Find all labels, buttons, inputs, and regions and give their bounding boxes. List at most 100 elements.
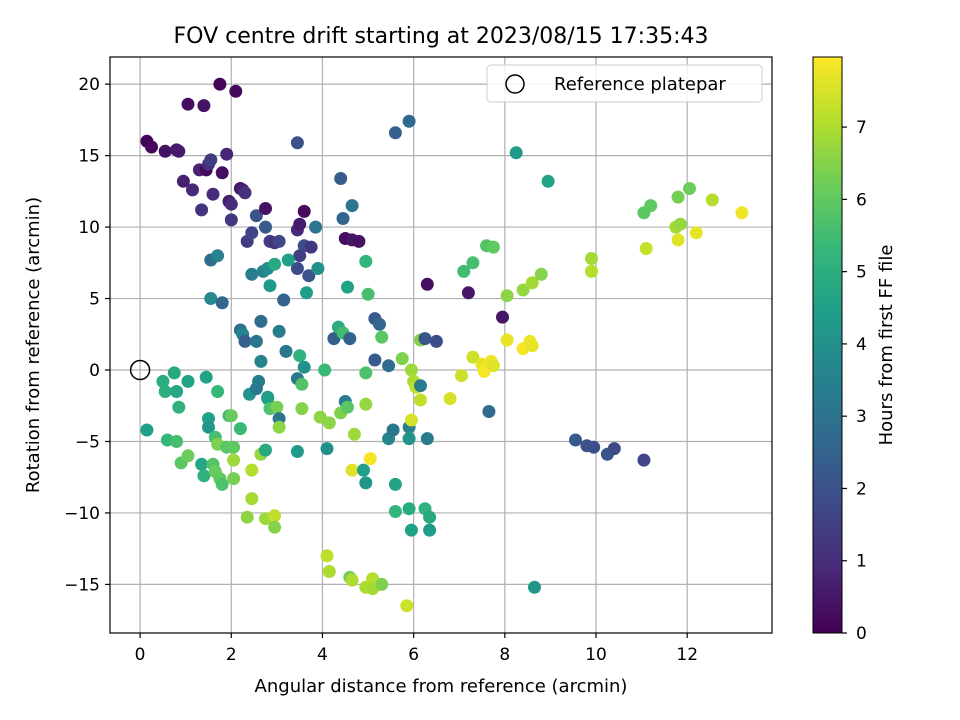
data-points	[140, 77, 749, 613]
data-point	[181, 374, 195, 388]
data-point	[261, 392, 275, 406]
colorbar-ticks: 0 1 2 3 4 5 6 7	[842, 118, 867, 644]
x-tick-label: 10	[585, 645, 607, 665]
legend: Reference platepar	[486, 64, 763, 103]
colorbar-tick-label: 6	[856, 190, 867, 210]
data-point	[525, 339, 539, 353]
data-point	[359, 366, 373, 380]
y-tick-label: 0	[89, 361, 100, 381]
data-point	[705, 193, 719, 207]
colorbar-tick-label: 4	[856, 335, 867, 355]
data-point	[167, 366, 181, 380]
data-point	[352, 234, 366, 248]
colorbar-label: Hours from first FF file	[876, 245, 897, 446]
data-point	[186, 183, 199, 197]
data-point	[215, 166, 229, 180]
data-point	[293, 349, 307, 363]
data-point	[181, 97, 195, 111]
x-tick-label: 12	[676, 645, 698, 665]
data-point	[607, 442, 621, 456]
data-point	[420, 432, 434, 446]
data-point	[644, 199, 658, 213]
data-point	[404, 413, 418, 427]
data-point	[689, 226, 703, 240]
data-point	[322, 565, 336, 578]
plot-frame	[109, 56, 773, 634]
data-point	[290, 262, 304, 275]
data-point	[293, 249, 307, 263]
colorbar-tick-label: 3	[856, 407, 867, 427]
x-axis: 0 2 4 6 8 10 12	[135, 633, 698, 665]
data-point	[496, 310, 509, 324]
data-point	[145, 140, 158, 154]
data-point	[290, 136, 304, 150]
data-point	[263, 279, 277, 293]
data-point	[172, 144, 186, 158]
data-point	[197, 469, 211, 483]
data-point	[300, 286, 313, 300]
data-point	[341, 280, 354, 294]
data-point	[482, 405, 496, 418]
colorbar-tick-label: 5	[856, 263, 867, 283]
x-tick-label: 8	[499, 645, 510, 665]
data-point	[270, 400, 284, 414]
data-point	[587, 440, 601, 454]
data-point	[466, 256, 480, 270]
data-point	[343, 332, 357, 346]
data-point	[423, 523, 437, 537]
data-point	[204, 153, 218, 167]
x-tick-label: 2	[226, 645, 237, 665]
data-point	[295, 402, 309, 416]
data-point	[254, 314, 268, 328]
data-point	[569, 433, 582, 447]
data-point	[197, 99, 211, 113]
data-point	[388, 505, 402, 518]
data-point	[418, 332, 432, 346]
data-point	[420, 277, 434, 291]
data-point	[249, 209, 263, 223]
data-point	[277, 293, 291, 307]
data-point	[386, 423, 400, 437]
data-point	[252, 374, 266, 388]
y-tick-label: −15	[64, 575, 100, 595]
data-point	[318, 363, 332, 377]
data-point	[297, 360, 311, 374]
data-point	[227, 440, 241, 454]
colorbar-gradient	[812, 56, 843, 634]
data-point	[466, 350, 480, 364]
data-point	[404, 523, 418, 537]
colorbar-tick-label: 2	[856, 479, 867, 499]
data-point	[402, 432, 416, 446]
data-point	[245, 226, 259, 240]
data-point	[259, 220, 272, 234]
colorbar-tick-label: 7	[856, 118, 867, 138]
data-point	[637, 453, 651, 467]
data-point	[224, 409, 238, 423]
data-point	[249, 334, 263, 348]
data-point	[309, 220, 323, 234]
y-tick-label: 5	[89, 290, 100, 310]
data-point	[334, 172, 348, 185]
data-point	[359, 254, 373, 268]
data-point	[528, 580, 541, 594]
data-point	[341, 400, 354, 414]
data-point	[254, 354, 268, 368]
data-point	[158, 144, 172, 158]
x-tick-label: 0	[135, 645, 146, 665]
data-point	[227, 453, 241, 467]
x-tick-label: 4	[317, 645, 328, 665]
data-point	[388, 477, 402, 491]
data-point	[414, 393, 427, 407]
data-point	[245, 492, 259, 506]
data-point	[455, 369, 468, 383]
data-point	[304, 240, 318, 254]
data-point	[402, 502, 416, 516]
data-point	[240, 510, 254, 524]
data-point	[500, 333, 514, 347]
data-point	[373, 317, 386, 331]
data-point	[158, 385, 172, 398]
data-point	[336, 212, 350, 225]
data-point	[199, 370, 213, 384]
data-point	[320, 549, 334, 563]
y-tick-label: 15	[78, 147, 100, 167]
